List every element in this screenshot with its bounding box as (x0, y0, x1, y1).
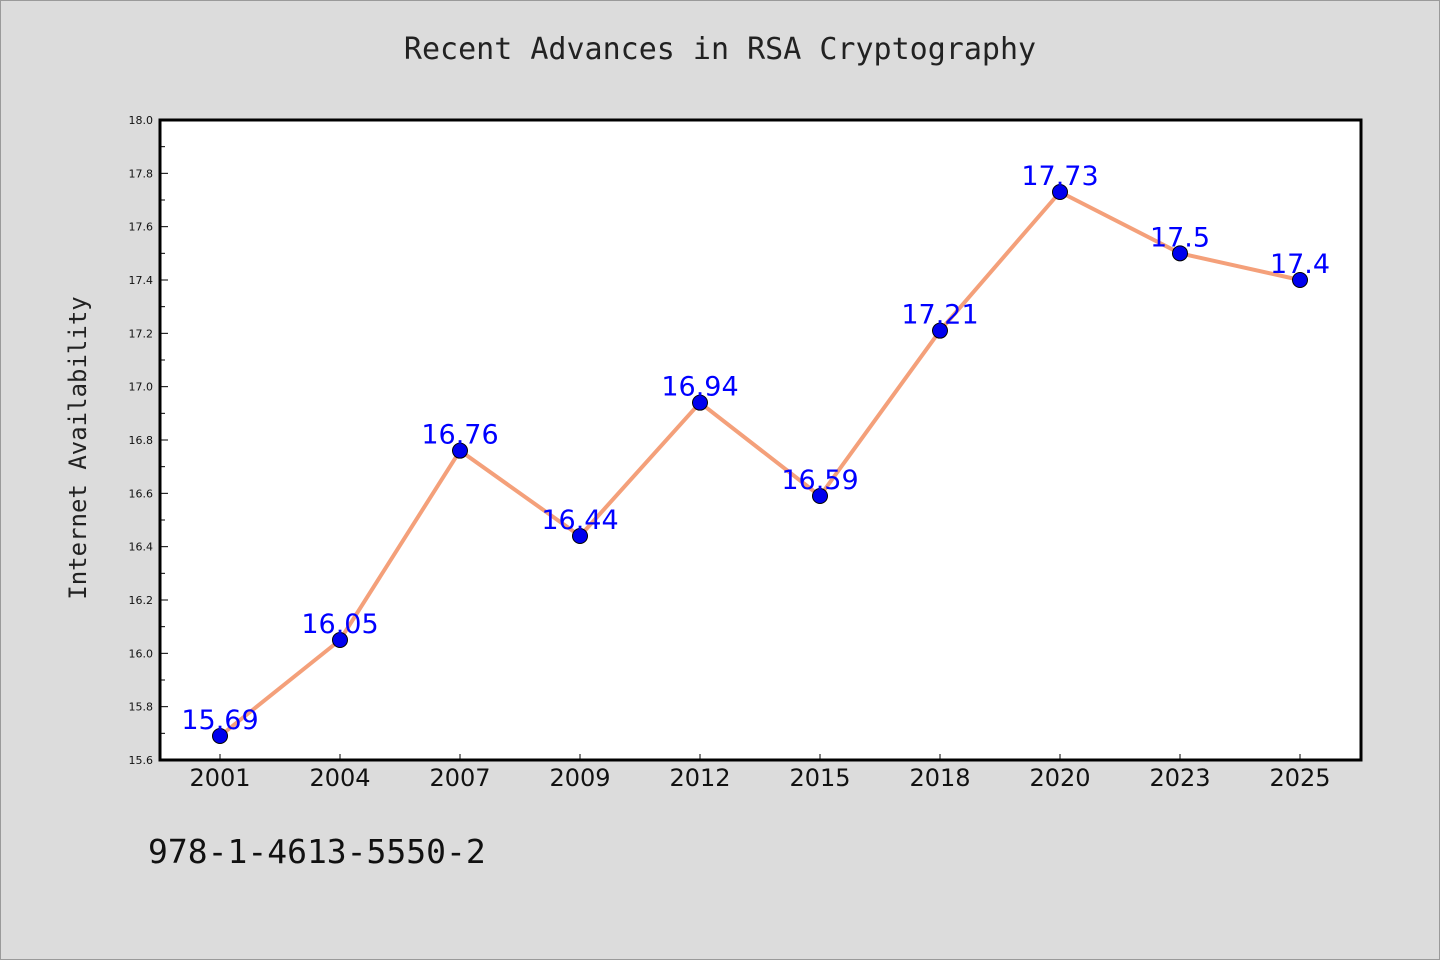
y-tick-label: 17.8 (129, 167, 154, 180)
x-tick-label: 2018 (909, 764, 970, 792)
data-label: 16.44 (541, 505, 618, 536)
data-label: 16.05 (301, 609, 378, 640)
data-label: 16.59 (781, 465, 858, 496)
isbn-footnote: 978-1-4613-5550-2 (148, 832, 486, 871)
data-point (692, 394, 708, 411)
data-point (1172, 245, 1188, 262)
data-label: 16.94 (661, 372, 738, 403)
y-tick-label: 16.6 (129, 487, 154, 500)
y-tick-label: 15.6 (129, 754, 154, 767)
data-point (932, 322, 948, 339)
y-tick-label: 15.8 (129, 701, 154, 714)
data-point (572, 528, 588, 544)
data-point (332, 632, 348, 648)
x-tick-label: 2004 (309, 764, 370, 792)
x-tick-label: 2012 (669, 764, 730, 792)
y-tick-label: 17.6 (129, 221, 154, 234)
y-tick-label: 17.0 (129, 381, 154, 394)
y-tick-label: 17.2 (129, 327, 154, 340)
x-tick-label: 2023 (1149, 764, 1210, 792)
plot-area (158, 118, 1363, 762)
series-line (218, 190, 1301, 738)
x-tick-label: 2009 (549, 764, 610, 792)
data-point (452, 442, 468, 459)
y-tick-label: 18.0 (129, 114, 154, 127)
y-tick-label: 16.2 (129, 594, 154, 607)
x-tick-label: 2001 (189, 764, 250, 792)
data-label: 17.21 (901, 300, 978, 331)
x-tick-label: 2025 (1269, 764, 1330, 792)
data-label: 17.73 (1021, 161, 1098, 192)
y-tick-label: 16.8 (129, 434, 154, 447)
y-tick-label: 17.4 (129, 274, 154, 287)
data-point (1052, 184, 1068, 200)
x-tick-label: 2007 (429, 764, 490, 792)
data-label: 16.76 (421, 420, 498, 451)
data-label: 17.4 (1270, 249, 1330, 280)
data-point (1292, 272, 1308, 288)
y-tick-label: 16.4 (129, 541, 154, 554)
x-tick-label: 2020 (1029, 764, 1090, 792)
x-tick-label: 2015 (789, 764, 850, 792)
data-label: 17.5 (1150, 222, 1210, 253)
chart-title: Recent Advances in RSA Cryptography (403, 32, 1037, 67)
data-point (812, 488, 828, 504)
data-label: 15.69 (181, 705, 258, 736)
data-point (212, 728, 228, 744)
y-tick-label: 16.0 (129, 647, 154, 660)
